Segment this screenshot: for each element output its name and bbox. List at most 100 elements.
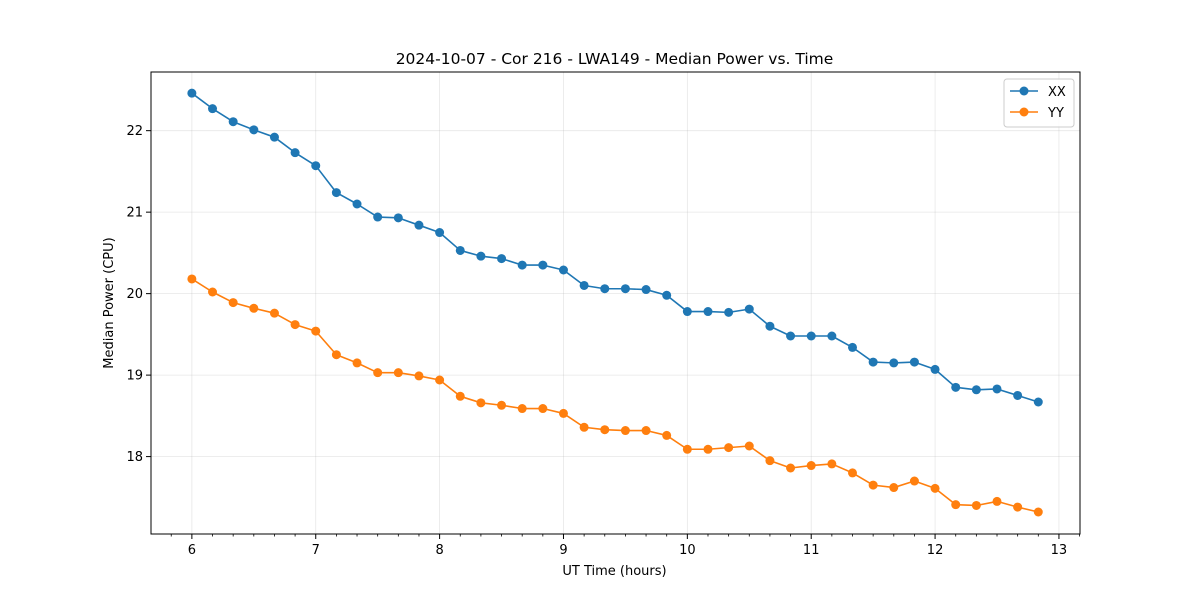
data-point-yy [393,368,403,378]
grid [151,72,1080,534]
y-tick-label: 22 [126,124,143,139]
y-tick-label: 18 [126,450,143,465]
data-point-yy [682,444,692,454]
series-line-yy [191,278,1039,513]
data-point-xx [558,265,568,275]
data-point-yy [187,274,197,284]
data-point-yy [558,408,568,418]
data-point-xx [393,213,403,223]
x-tick-label: 11 [803,543,820,558]
data-point-xx [889,358,899,368]
data-point-xx [682,307,692,317]
legend-label-xx: XX [1048,85,1066,100]
data-point-yy [765,456,775,466]
data-point-xx [703,307,713,317]
data-point-xx [497,254,507,264]
data-point-yy [414,371,424,381]
series-line-xx [191,92,1039,403]
data-point-yy [579,422,589,432]
data-point-yy [249,303,259,313]
data-point-yy [703,444,713,454]
data-point-xx [269,132,279,142]
data-point-xx [331,188,341,198]
data-point-yy [909,476,919,486]
data-point-yy [786,463,796,473]
data-point-yy [889,483,899,493]
x-tick-label: 9 [559,543,567,558]
x-tick-label: 7 [312,543,320,558]
chart-title: 2024-10-07 - Cor 216 - LWA149 - Median P… [396,50,834,68]
data-point-xx [724,307,734,317]
data-point-yy [744,441,754,451]
data-point-xx [517,260,527,270]
data-point-yy [1033,507,1043,517]
x-tick-label: 10 [679,543,696,558]
data-point-yy [538,404,548,414]
x-tick-label: 12 [927,543,944,558]
series-layer [187,88,1043,517]
data-point-yy [992,496,1002,506]
data-point-xx [579,280,589,290]
data-point-yy [1013,502,1023,512]
data-point-xx [228,117,238,127]
data-point-yy [641,426,651,436]
data-point-xx [1033,397,1043,407]
data-point-yy [228,298,238,308]
data-point-yy [331,350,341,360]
data-point-yy [930,483,940,493]
data-point-xx [744,304,754,314]
data-point-yy [724,443,734,453]
y-tick-label: 19 [126,369,143,384]
data-point-xx [827,331,837,341]
data-point-yy [868,480,878,490]
data-point-yy [373,368,383,378]
data-point-xx [187,88,197,98]
data-point-yy [517,404,527,414]
legend-label-yy: YY [1047,106,1064,121]
data-point-yy [476,398,486,408]
data-point-yy [311,326,321,336]
data-point-yy [971,500,981,510]
legend-marker-xx [1019,86,1029,96]
x-axis-label: UT Time (hours) [562,564,666,579]
y-tick-label: 20 [126,287,143,302]
y-axis-label: Median Power (CPU) [102,237,117,368]
data-point-yy [827,459,837,469]
data-point-yy [951,500,961,510]
x-tick-label: 13 [1051,543,1068,558]
data-point-xx [641,285,651,295]
data-point-yy [662,430,672,440]
data-point-yy [620,426,630,436]
data-point-xx [930,364,940,374]
data-point-xx [290,148,300,158]
data-point-xx [786,331,796,341]
data-point-xx [538,260,548,270]
data-point-xx [455,245,465,255]
data-point-xx [971,385,981,395]
data-point-xx [662,290,672,300]
x-tick-label: 6 [188,543,196,558]
data-point-xx [435,228,445,238]
data-point-xx [765,321,775,331]
data-point-xx [352,199,362,209]
data-point-yy [352,358,362,368]
data-point-xx [208,104,218,114]
data-point-xx [992,384,1002,394]
x-tick-label: 8 [435,543,443,558]
data-point-xx [414,220,424,230]
data-point-xx [847,342,857,352]
y-tick-label: 21 [126,206,143,221]
data-point-xx [620,284,630,294]
plot-frame [150,71,1081,535]
data-point-yy [290,320,300,330]
data-point-xx [311,161,321,171]
data-point-xx [476,251,486,261]
data-point-xx [373,212,383,222]
data-point-yy [208,287,218,297]
legend-marker-yy [1019,107,1029,117]
legend: XX YY [1003,78,1075,128]
data-point-xx [1013,390,1023,400]
data-point-yy [497,400,507,410]
data-point-yy [435,375,445,385]
